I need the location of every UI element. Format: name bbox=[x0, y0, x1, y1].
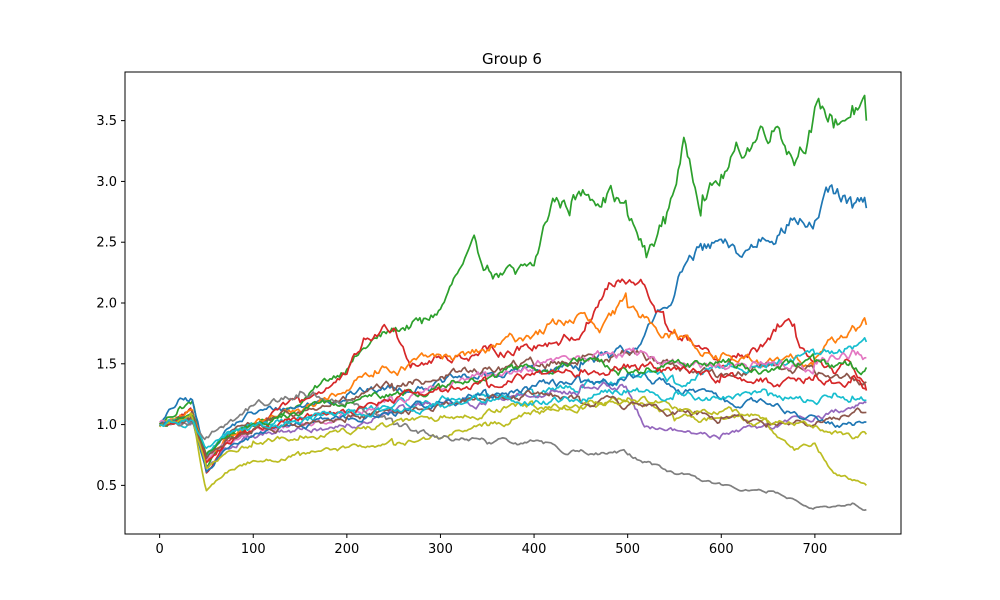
y-tick-label: 0.5 bbox=[96, 479, 117, 494]
y-tick-label: 2.0 bbox=[96, 297, 117, 312]
series-line-10 bbox=[159, 390, 867, 512]
x-tick-label: 700 bbox=[802, 542, 827, 557]
y-tick-label: 1.0 bbox=[96, 418, 117, 433]
series-line-12 bbox=[158, 353, 868, 456]
series-layer bbox=[158, 94, 868, 512]
x-tick-label: 0 bbox=[155, 542, 163, 557]
y-tick-label: 1.5 bbox=[96, 357, 117, 372]
series-line-13 bbox=[159, 361, 867, 464]
series-line-4 bbox=[159, 292, 868, 463]
x-tick-label: 200 bbox=[334, 542, 359, 557]
series-line-1 bbox=[159, 94, 868, 468]
series-line-9 bbox=[159, 396, 867, 492]
y-tick-label: 2.5 bbox=[96, 236, 117, 251]
x-tick-label: 100 bbox=[241, 542, 266, 557]
x-tick-label: 300 bbox=[428, 542, 453, 557]
series-line-2 bbox=[158, 184, 868, 464]
axes-layer: 0 100 200 300 400 500 600 700 0.5 1.0 1.5 2.0 2.5 3.0… bbox=[96, 71, 902, 557]
chart-title: Group 6 bbox=[482, 50, 542, 68]
y-tick-label: 3.5 bbox=[96, 114, 117, 129]
series-line-3 bbox=[159, 278, 868, 474]
series-line-14 bbox=[159, 389, 867, 460]
x-tick-label: 400 bbox=[522, 542, 547, 557]
y-tick-label: 3.0 bbox=[96, 175, 117, 190]
series-line-16 bbox=[159, 387, 867, 450]
x-tick-label: 500 bbox=[615, 542, 640, 557]
series-line-15 bbox=[158, 395, 868, 470]
x-tick-label: 600 bbox=[709, 542, 734, 557]
